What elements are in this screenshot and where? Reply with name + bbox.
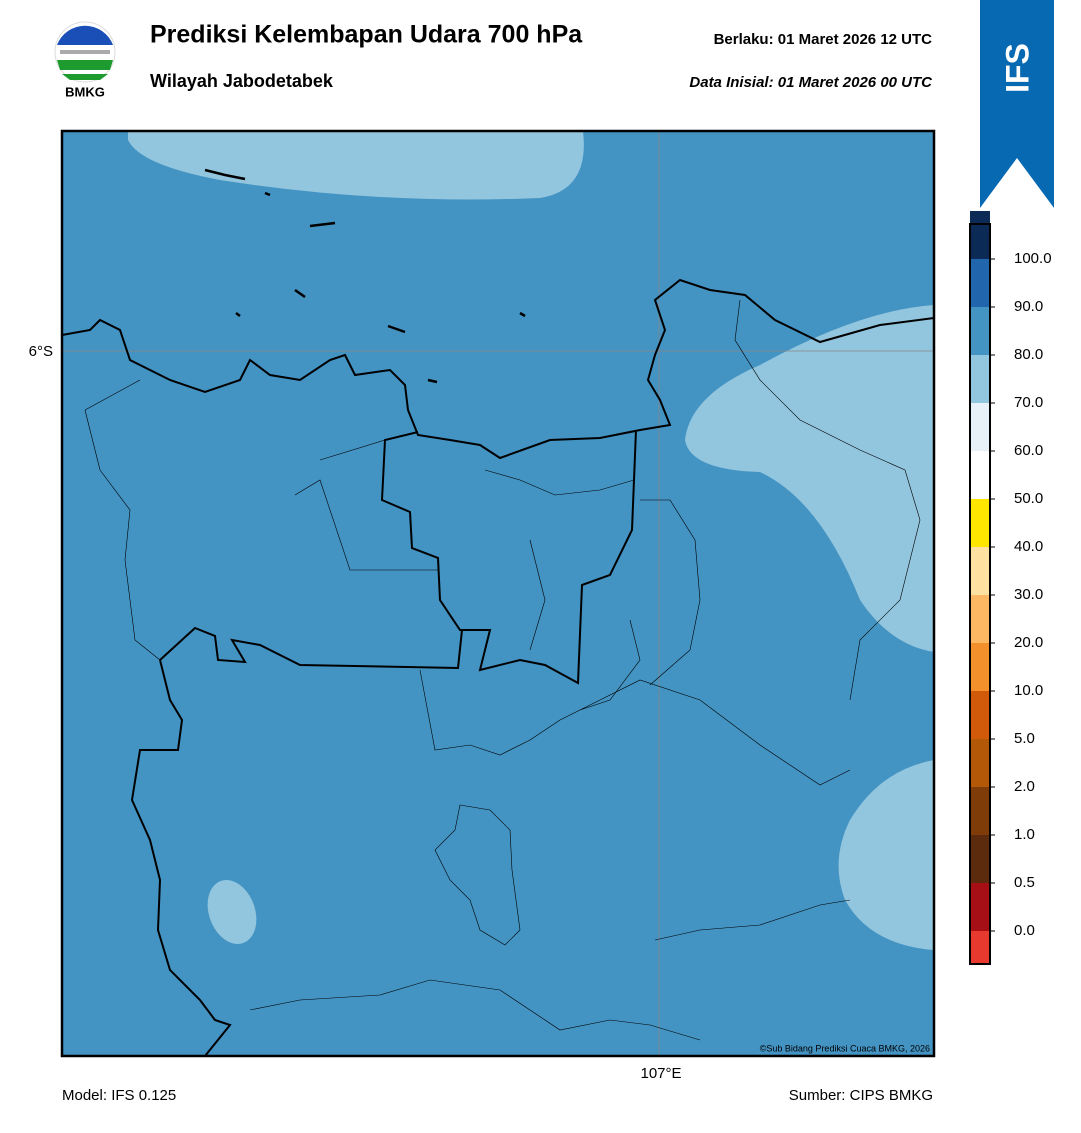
colorbar-label: 100.0 bbox=[1014, 250, 1052, 267]
valid-time: Berlaku: 01 Maret 2026 12 UTC bbox=[714, 31, 933, 48]
colorbar-segment bbox=[970, 547, 990, 595]
colorbar-label: 60.0 bbox=[1014, 442, 1043, 459]
colorbar-label: 40.0 bbox=[1014, 538, 1043, 555]
bmkg-logo: BMKG bbox=[54, 21, 116, 99]
source-note: Sumber: CIPS BMKG bbox=[789, 1087, 933, 1104]
colorbar-label: 1.0 bbox=[1014, 826, 1035, 843]
colorbar-segment bbox=[970, 739, 990, 787]
colorbar-segment bbox=[970, 691, 990, 739]
badge-text: IFS bbox=[999, 43, 1035, 93]
humidity-region bbox=[838, 760, 934, 950]
logo-text: BMKG bbox=[65, 84, 105, 99]
colorbar-segment bbox=[970, 499, 990, 547]
colorbar-label: 5.0 bbox=[1014, 730, 1035, 747]
humidity-region bbox=[128, 131, 584, 200]
colorbar-label: 70.0 bbox=[1014, 394, 1043, 411]
colorbar-label: 30.0 bbox=[1014, 586, 1043, 603]
colorbar-label: 10.0 bbox=[1014, 682, 1043, 699]
colorbar-segment bbox=[970, 451, 990, 499]
colorbar-segment bbox=[970, 595, 990, 643]
colorbar-segment bbox=[970, 307, 990, 355]
colorbar-segment bbox=[970, 259, 990, 307]
colorbar-frame bbox=[969, 223, 991, 965]
district-border bbox=[84, 299, 921, 1041]
lat-label: 6°S bbox=[29, 343, 53, 360]
colorbar-segment bbox=[970, 643, 990, 691]
colorbar-segment bbox=[970, 211, 990, 259]
colorbar-label: 2.0 bbox=[1014, 778, 1035, 795]
colorbar-label: 50.0 bbox=[1014, 490, 1043, 507]
colorbar-segment bbox=[970, 931, 990, 964]
model-badge bbox=[980, 0, 1054, 208]
colorbar-segment bbox=[970, 835, 990, 883]
colorbar-segment bbox=[970, 787, 990, 835]
colorbar-label: 0.0 bbox=[1014, 922, 1035, 939]
colorbar-segment bbox=[970, 883, 990, 931]
init-time: Data Inisial: 01 Maret 2026 00 UTC bbox=[689, 74, 933, 91]
island bbox=[204, 168, 526, 384]
colorbar-label: 80.0 bbox=[1014, 346, 1043, 363]
colorbar-segment bbox=[970, 403, 990, 451]
coastline bbox=[62, 278, 934, 460]
province-border bbox=[130, 429, 637, 1056]
map-frame bbox=[60, 129, 936, 1058]
colorbar: 0.0 0.5 1.0 2.0 5.0 10.0 20.0 30.0 40.0 50.0 60.0 7… bbox=[969, 211, 1052, 965]
colorbar-label: 90.0 bbox=[1014, 298, 1043, 315]
colorbar-segment bbox=[970, 355, 990, 403]
title: Prediksi Kelembapan Udara 700 hPa bbox=[150, 21, 583, 49]
model-note: Model: IFS 0.125 bbox=[62, 1087, 176, 1104]
copyright: ©Sub Bidang Prediksi Cuaca BMKG, 2026 bbox=[760, 1043, 930, 1053]
subtitle: Wilayah Jabodetabek bbox=[150, 71, 334, 91]
colorbar-label: 0.5 bbox=[1014, 874, 1035, 891]
lon-label: 107°E bbox=[640, 1065, 681, 1082]
humidity-region bbox=[685, 305, 934, 652]
humidity-region bbox=[207, 880, 257, 944]
colorbar-label: 20.0 bbox=[1014, 634, 1043, 651]
map-area: ©Sub Bidang Prediksi Cuaca BMKG, 2026 bbox=[62, 131, 934, 1056]
